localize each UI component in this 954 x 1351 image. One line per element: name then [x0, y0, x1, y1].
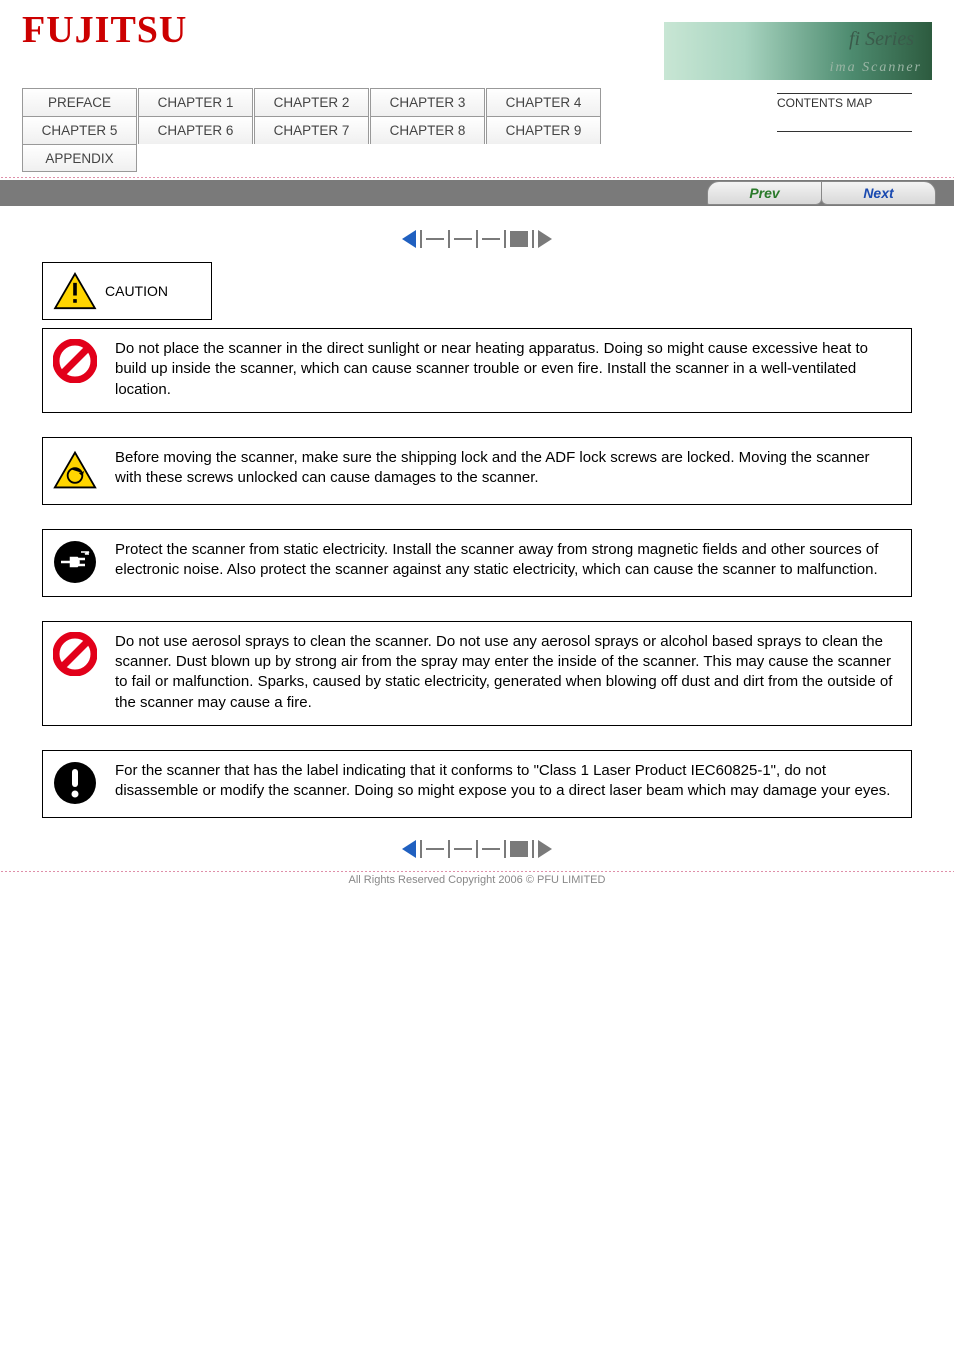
unplug-icon — [53, 540, 113, 584]
warning-item: Protect the scanner from static electric… — [42, 529, 912, 597]
pager-tick — [476, 230, 478, 248]
next-button[interactable]: Next — [821, 181, 936, 205]
prohibit-icon — [53, 339, 113, 383]
pager-tick — [420, 230, 422, 248]
fujitsu-logo: FUJITSU — [22, 8, 187, 52]
warning-text: For the scanner that has the label indic… — [113, 761, 897, 802]
chapter-tabs: PREFACE CHAPTER 1 CHAPTER 2 CHAPTER 3 CH… — [0, 88, 954, 172]
tab-chapter-3[interactable]: CHAPTER 3 — [370, 88, 485, 116]
gray-nav-bar: Prev Next — [0, 180, 954, 206]
header: FUJITSU fi Series ima Scanner — [0, 0, 954, 88]
pager-top — [0, 206, 954, 262]
caution-heading-box: CAUTION — [42, 262, 212, 320]
pager-tick — [476, 840, 478, 858]
tab-chapter-6[interactable]: CHAPTER 6 — [138, 116, 253, 144]
pager-dash[interactable] — [454, 238, 472, 240]
fi-series-banner: fi Series ima Scanner — [664, 22, 932, 80]
pager-tick — [448, 840, 450, 858]
logo-text: FUJITSU — [22, 9, 187, 51]
warning-item: Do not place the scanner in the direct s… — [42, 328, 912, 413]
warning-triangle-icon — [53, 272, 97, 310]
footer-copyright: All Rights Reserved Copyright 2006 © PFU… — [0, 874, 954, 894]
pager-dash[interactable] — [426, 848, 444, 850]
tab-chapter-7[interactable]: CHAPTER 7 — [254, 116, 369, 144]
tab-chapter-4[interactable]: CHAPTER 4 — [486, 88, 601, 116]
pager-prev-icon[interactable] — [402, 230, 416, 248]
tab-chapter-2[interactable]: CHAPTER 2 — [254, 88, 369, 116]
warning-item: For the scanner that has the label indic… — [42, 750, 912, 818]
pager-tick — [532, 840, 534, 858]
tab-preface[interactable]: PREFACE — [22, 88, 137, 116]
warning-text: Before moving the scanner, make sure the… — [113, 448, 897, 489]
pager-tick — [532, 230, 534, 248]
pager-dash[interactable] — [482, 238, 500, 240]
pager-next-icon[interactable] — [538, 230, 552, 248]
tab-chapter-8[interactable]: CHAPTER 8 — [370, 116, 485, 144]
pager-bottom — [0, 834, 954, 866]
moving-parts-icon — [53, 448, 113, 492]
content-area: CAUTION Do not place the scanner in the … — [0, 262, 954, 834]
warning-item: Do not use aerosol sprays to clean the s… — [42, 621, 912, 726]
pager-tick — [504, 840, 506, 858]
pager-dash[interactable] — [454, 848, 472, 850]
pager-tick — [504, 230, 506, 248]
prohibit-icon — [53, 632, 113, 676]
tab-chapter-9[interactable]: CHAPTER 9 — [486, 116, 601, 144]
tab-appendix[interactable]: APPENDIX — [22, 144, 137, 172]
tab-chapter-1[interactable]: CHAPTER 1 — [138, 88, 253, 116]
pager-current — [510, 841, 528, 857]
pager-dash[interactable] — [426, 238, 444, 240]
prev-button[interactable]: Prev — [707, 181, 822, 205]
prev-next-nav: Prev Next — [707, 181, 936, 205]
warning-item: Before moving the scanner, make sure the… — [42, 437, 912, 505]
dotted-divider-bottom — [0, 870, 954, 872]
side-divider — [777, 131, 912, 133]
mandatory-icon — [53, 761, 113, 805]
warning-text: Protect the scanner from static electric… — [113, 540, 897, 581]
banner-sub-text: ima Scanner — [830, 60, 922, 76]
warning-text: Do not use aerosol sprays to clean the s… — [113, 632, 897, 713]
tab-chapter-5[interactable]: CHAPTER 5 — [22, 116, 137, 144]
pager-current — [510, 231, 528, 247]
pager-tick — [448, 230, 450, 248]
dotted-divider-top — [0, 176, 954, 178]
link-contents-map[interactable]: CONTENTS MAP — [777, 93, 912, 112]
pager-next-icon[interactable] — [538, 840, 552, 858]
side-links: CONTENTS MAP — [777, 93, 932, 112]
pager-tick — [420, 840, 422, 858]
caution-label: CAUTION — [105, 283, 168, 299]
pager-prev-icon[interactable] — [402, 840, 416, 858]
warning-text: Do not place the scanner in the direct s… — [113, 339, 897, 400]
pager-dash[interactable] — [482, 848, 500, 850]
banner-fi-text: fi Series — [849, 28, 914, 51]
